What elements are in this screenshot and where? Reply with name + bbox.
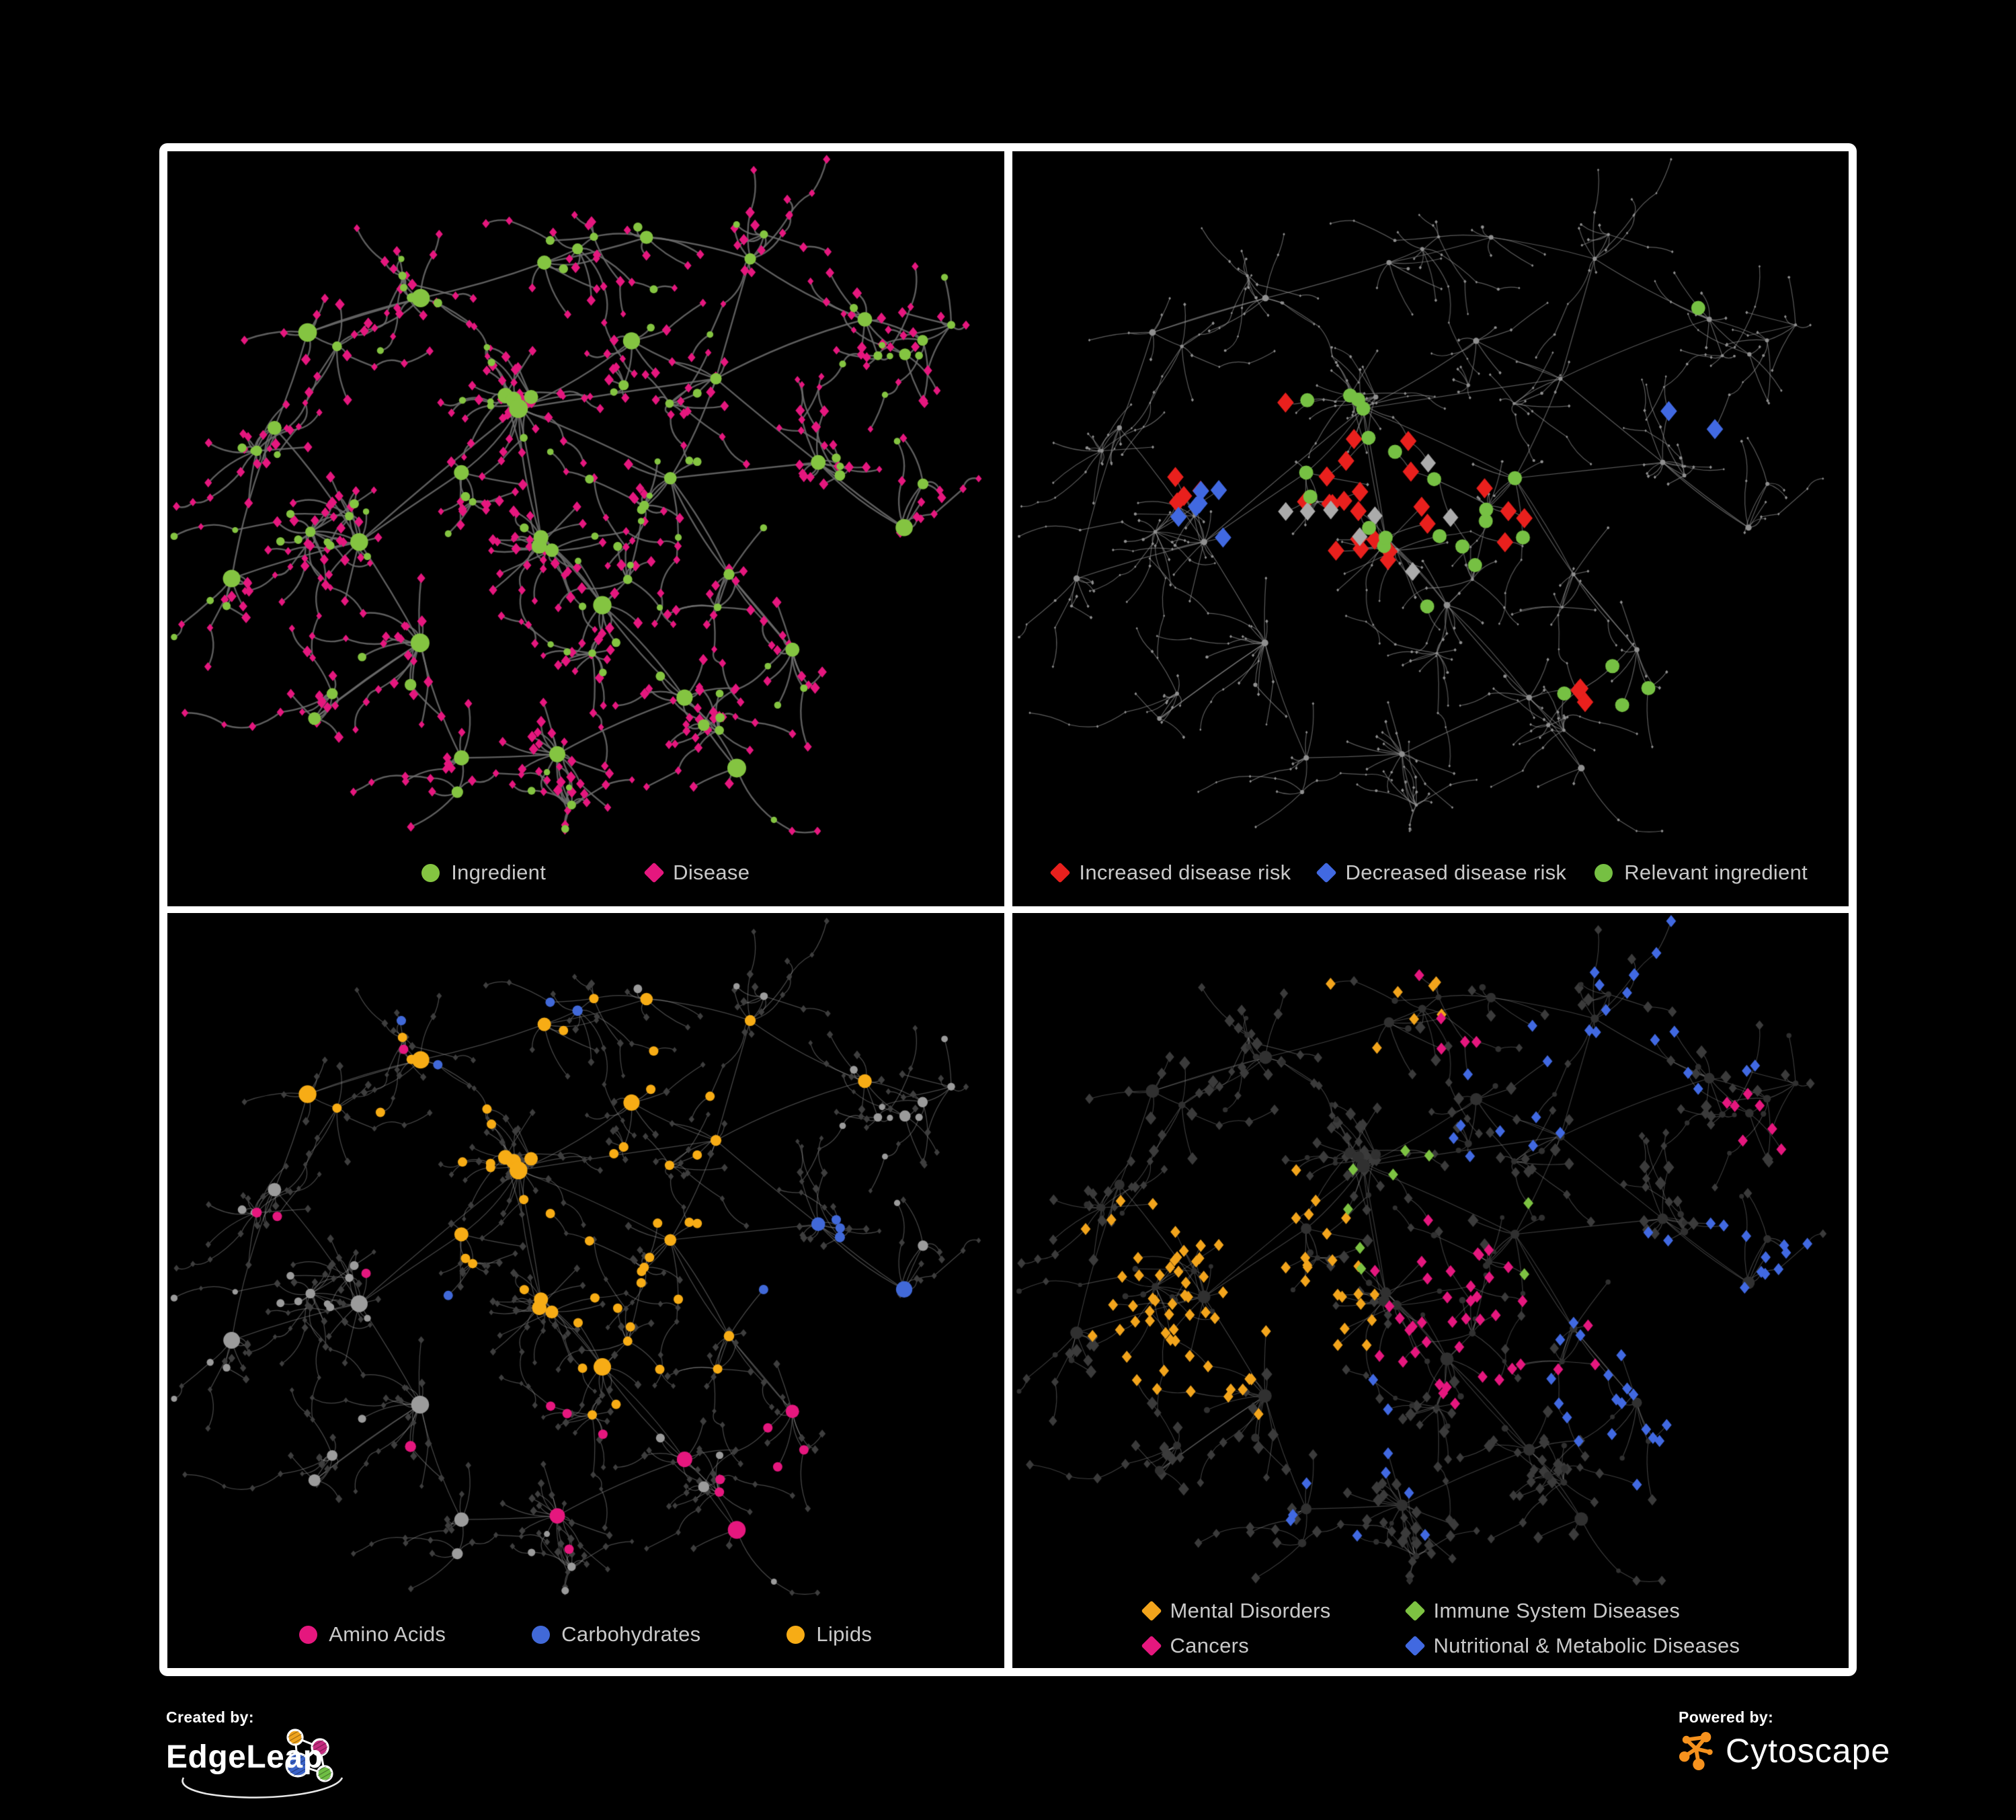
legend-disease-classes: Mental Disorders Immune System Diseases Ca… (1012, 1589, 1849, 1668)
network-view-disease-classes (1012, 913, 1849, 1589)
created-by-label: Created by: (166, 1708, 254, 1726)
legend-item-cancers: Cancers (1140, 1634, 1408, 1658)
legend-label: Increased disease risk (1079, 861, 1291, 884)
circle-marker-icon (787, 1625, 805, 1644)
legend-label: Ingredient (451, 861, 547, 884)
legend-disease-risk: Increased disease risk Decreased disease … (1012, 839, 1849, 906)
edgeleap-branding: Created by: (166, 1708, 374, 1803)
powered-by-label: Powered by: (1679, 1708, 1774, 1726)
legend-item-carbohydrates: Carbohydrates (532, 1622, 700, 1647)
cytoscape-wordmark: Cytoscape (1726, 1732, 1891, 1770)
legend-label: Nutritional & Metabolic Diseases (1433, 1634, 1740, 1657)
legend-item-nutritional-metabolic-diseases: Nutritional & Metabolic Diseases (1404, 1634, 1740, 1658)
figure-grid: Ingredient Disease Increased disease risk… (159, 143, 1857, 1676)
legend-item-lipids: Lipids (787, 1622, 872, 1647)
legend-label: Immune System Diseases (1433, 1599, 1681, 1622)
legend-item-relevant-ingredient: Relevant ingredient (1595, 861, 1808, 885)
legend-item-decreased-disease-risk: Decreased disease risk (1316, 861, 1567, 885)
panel-ingredient-disease: Ingredient Disease (167, 151, 1004, 906)
diamond-marker-icon (1049, 862, 1071, 883)
diamond-marker-icon (1404, 1635, 1426, 1657)
legend-item-amino-acids: Amino Acids (299, 1622, 446, 1647)
edgeleap-wordmark: EdgeLeap (166, 1739, 323, 1775)
legend-item-ingredient: Ingredient (421, 861, 546, 885)
panel-disease-classes: Mental Disorders Immune System Diseases Ca… (1012, 913, 1849, 1668)
legend-nutrient-classes: Amino Acids Carbohydrates Lipids (167, 1601, 1004, 1668)
legend-item-mental-disorders: Mental Disorders (1140, 1599, 1408, 1623)
legend-ingredient-disease: Ingredient Disease (167, 839, 1004, 906)
edgeleap-logo-icon (182, 1729, 344, 1798)
network-canvas-disease-classes (1012, 913, 1849, 1589)
legend-item-immune-system-diseases: Immune System Diseases (1404, 1599, 1740, 1623)
edgeleap-logo: EdgeLeap (166, 1728, 368, 1798)
circle-marker-icon (532, 1625, 551, 1644)
network-canvas-ingredient-disease (167, 151, 1004, 839)
legend-label: Lipids (816, 1622, 873, 1646)
panel-nutrient-classes: Amino Acids Carbohydrates Lipids (167, 913, 1004, 1668)
legend-label: Carbohydrates (561, 1622, 701, 1646)
legend-label: Mental Disorders (1170, 1599, 1331, 1622)
legend-label: Cancers (1170, 1634, 1250, 1657)
diamond-marker-icon (1316, 862, 1337, 883)
legend-item-disease: Disease (643, 861, 750, 885)
network-view-disease-risk (1012, 151, 1849, 839)
diamond-marker-icon (1404, 1600, 1426, 1622)
panel-disease-risk: Increased disease risk Decreased disease … (1012, 151, 1849, 906)
circle-marker-icon (421, 863, 440, 882)
legend-label: Decreased disease risk (1345, 861, 1567, 884)
network-view-ingredient-disease (167, 151, 1004, 839)
network-canvas-nutrient-classes (167, 913, 1004, 1601)
cytoscape-logo-icon (1679, 1731, 1713, 1770)
circle-marker-icon (299, 1625, 318, 1644)
legend-label: Disease (673, 861, 750, 884)
cytoscape-branding: Powered by: (1679, 1708, 1890, 1771)
network-view-nutrient-classes (167, 913, 1004, 1601)
network-canvas-disease-risk (1012, 151, 1849, 839)
circle-marker-icon (1595, 863, 1613, 882)
legend-label: Amino Acids (329, 1622, 446, 1646)
legend-label: Relevant ingredient (1624, 861, 1808, 884)
diamond-marker-icon (1140, 1635, 1162, 1657)
diamond-marker-icon (1140, 1600, 1162, 1622)
legend-item-increased-disease-risk: Increased disease risk (1049, 861, 1291, 885)
diamond-marker-icon (643, 862, 665, 883)
